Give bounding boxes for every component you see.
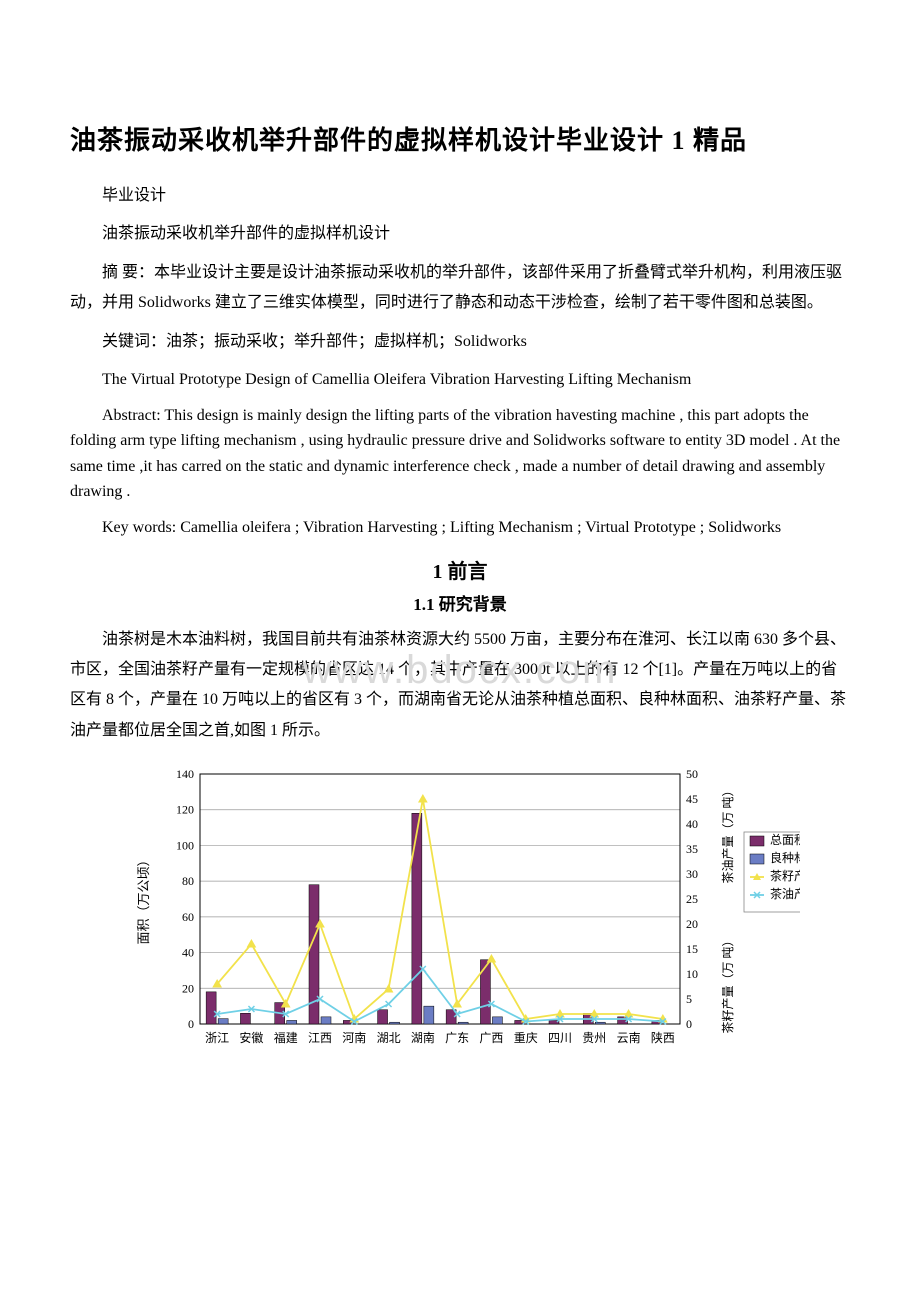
svg-text:四川: 四川: [548, 1031, 572, 1045]
svg-text:浙江: 浙江: [205, 1031, 229, 1045]
svg-text:140: 140: [176, 767, 194, 781]
svg-text:10: 10: [686, 967, 698, 981]
chart-right-axis-label-top: 茶油产量（万 吨）: [720, 785, 735, 884]
svg-text:60: 60: [182, 910, 194, 924]
svg-text:湖南: 湖南: [411, 1030, 435, 1045]
svg-text:陕西: 陕西: [651, 1030, 675, 1045]
svg-text:福建: 福建: [274, 1030, 298, 1045]
svg-text:20: 20: [686, 917, 698, 931]
section-1-1-heading: 1.1 研究背景: [70, 590, 850, 615]
figure-1-chart: 0 20 40 60 80 100 120 140 0 5 10 15 20 25 30 35 40 45 50 浙江…: [120, 764, 800, 1094]
section-1-heading: 1 前言: [70, 555, 850, 584]
body-paragraph-1: 油茶树是木本油料树，我国目前共有油茶林资源大约 5500 万亩，主要分布在淮河、…: [70, 625, 850, 747]
document-title: 油茶振动采收机举升部件的虚拟样机设计毕业设计 1 精品: [70, 120, 850, 157]
keywords-en: Key words: Camellia oleifera ; Vibration…: [70, 515, 850, 541]
svg-text:河南: 河南: [342, 1030, 366, 1045]
svg-text:30: 30: [686, 867, 698, 881]
chart-legend-label: 良种林面积: [770, 850, 800, 865]
svg-text:0: 0: [686, 1017, 692, 1031]
svg-text:安徽: 安徽: [239, 1030, 263, 1045]
title-en: The Virtual Prototype Design of Camellia…: [70, 367, 850, 393]
chart-legend-label: 茶油产量: [770, 886, 800, 901]
svg-text:重庆: 重庆: [514, 1031, 538, 1045]
svg-text:80: 80: [182, 874, 194, 888]
svg-text:江西: 江西: [308, 1031, 332, 1045]
chart-svg: 0 20 40 60 80 100 120 140 0 5 10 15 20 25 30 35 40 45 50 浙江…: [120, 764, 800, 1094]
svg-text:45: 45: [686, 792, 698, 806]
svg-text:100: 100: [176, 839, 194, 853]
svg-text:40: 40: [686, 817, 698, 831]
svg-text:20: 20: [182, 981, 194, 995]
abstract-en: Abstract: This design is mainly design t…: [70, 403, 850, 505]
label-graduation-design: 毕业设计: [70, 181, 850, 211]
svg-text:25: 25: [686, 892, 698, 906]
chart-right-axis-label-bottom: 茶籽产量（万 吨）: [720, 935, 735, 1034]
svg-text:广西: 广西: [479, 1031, 503, 1045]
svg-text:35: 35: [686, 842, 698, 856]
svg-text:40: 40: [182, 946, 194, 960]
svg-text:5: 5: [686, 992, 692, 1006]
keywords-cn: 关键词：油茶；振动采收；举升部件；虚拟样机；Solidworks: [70, 327, 850, 357]
svg-text:湖北: 湖北: [377, 1030, 401, 1045]
svg-text:120: 120: [176, 803, 194, 817]
chart-left-axis-label: 面积（万公顷）: [136, 854, 151, 945]
subtitle-cn: 油茶振动采收机举升部件的虚拟样机设计: [70, 219, 850, 249]
svg-text:50: 50: [686, 767, 698, 781]
svg-text:贵州: 贵州: [582, 1031, 606, 1045]
svg-text:广东: 广东: [445, 1031, 469, 1045]
svg-text:0: 0: [188, 1017, 194, 1031]
chart-legend-label: 总面积: [770, 833, 800, 847]
chart-legend-label: 茶籽产量: [770, 868, 800, 883]
abstract-cn: 摘 要：本毕业设计主要是设计油茶振动采收机的举升部件，该部件采用了折叠臂式举升机…: [70, 258, 850, 319]
svg-text:云南: 云南: [617, 1030, 641, 1045]
svg-text:15: 15: [686, 942, 698, 956]
